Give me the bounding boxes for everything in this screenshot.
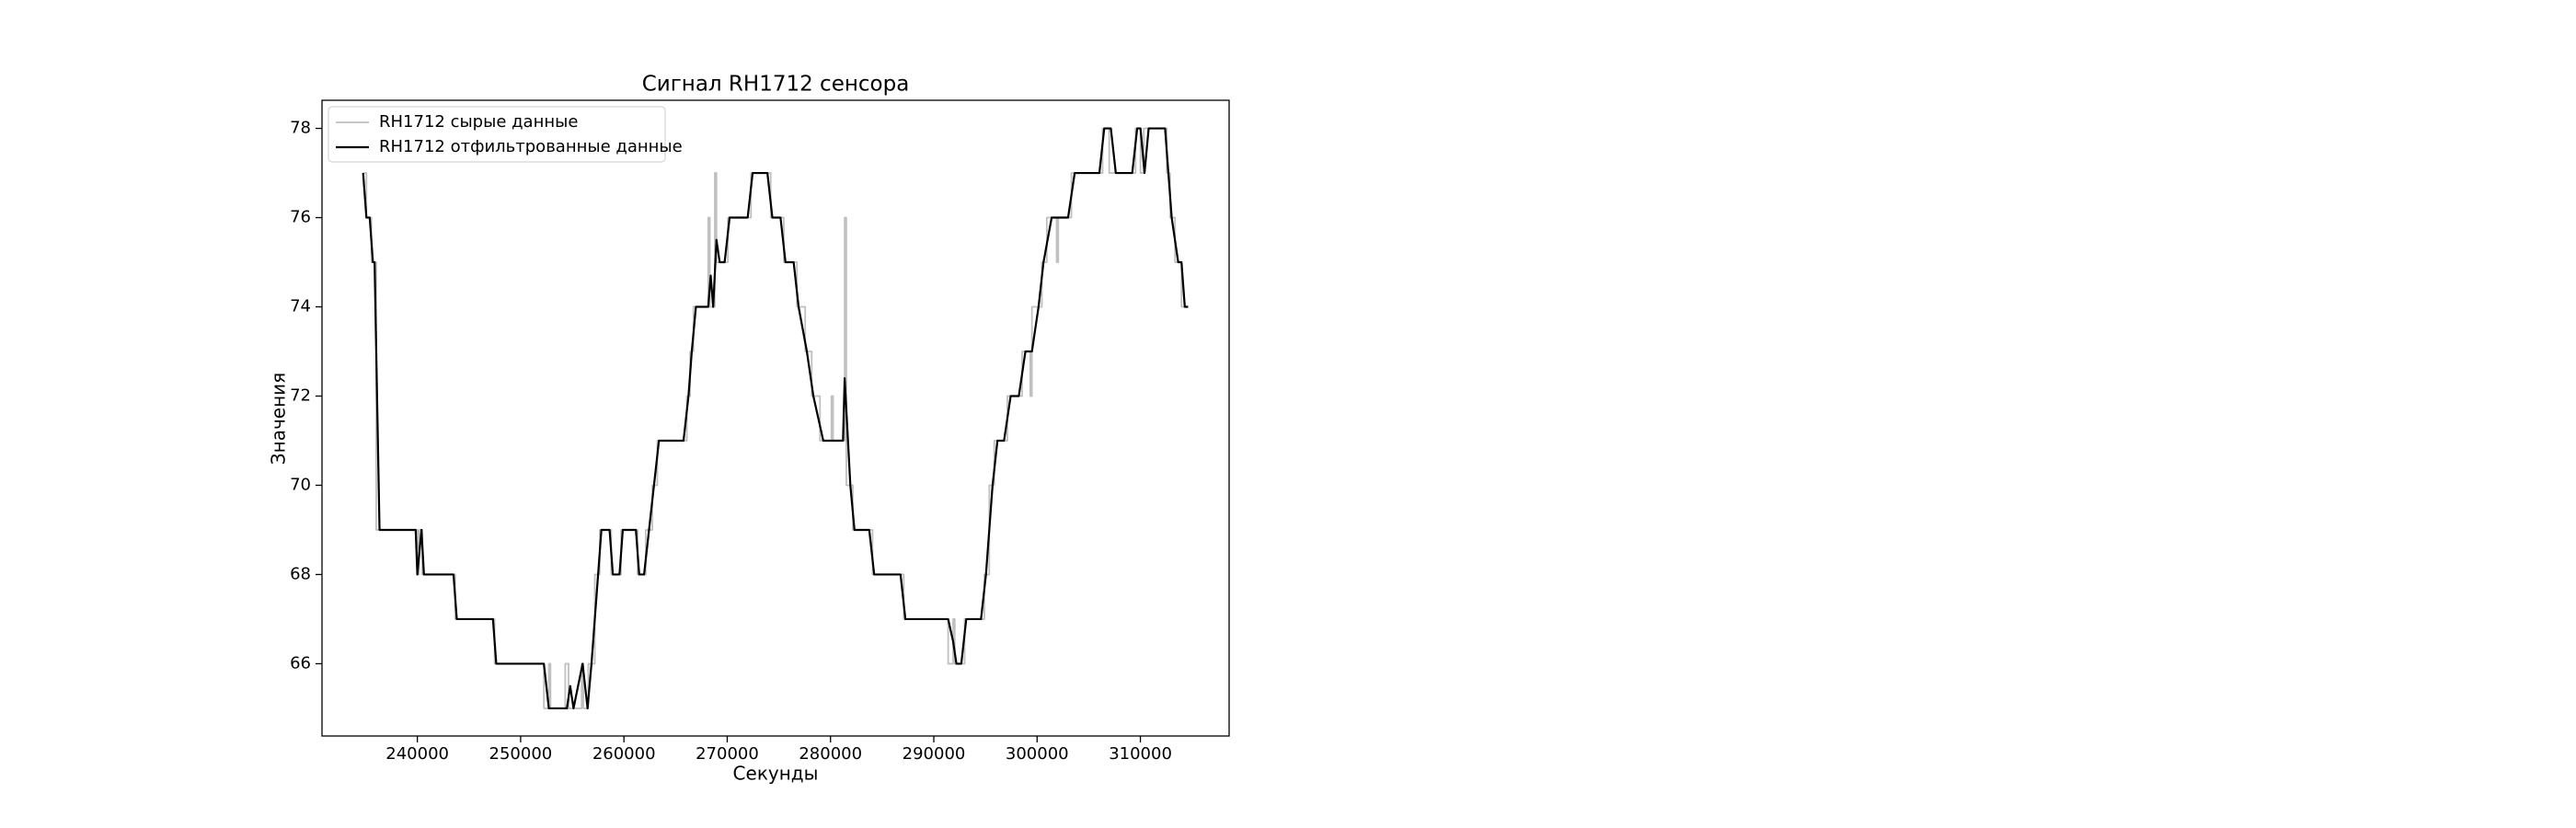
y-tick-label: 78 <box>290 119 311 138</box>
y-tick-label: 70 <box>290 475 311 494</box>
x-axis-label: Секунды <box>733 763 819 785</box>
y-tick-label: 72 <box>290 385 311 405</box>
legend: RH1712 сырые данные RH1712 отфильтрованны… <box>328 106 683 163</box>
data-line <box>362 127 1189 710</box>
plot-frame <box>321 99 1230 737</box>
x-tick-label: 270000 <box>696 744 759 764</box>
y-tick-label: 66 <box>290 653 311 673</box>
y-tick-label: 74 <box>290 297 311 316</box>
legend-box <box>328 106 666 163</box>
chart-title: Сигнал RH1712 сенсора <box>642 73 910 97</box>
y-tick-label: 76 <box>290 208 311 227</box>
data-line <box>362 127 1189 709</box>
x-tick-label: 310000 <box>1109 744 1172 764</box>
x-tick-label: 240000 <box>385 744 449 764</box>
x-tick-label: 300000 <box>1006 744 1069 764</box>
x-tick-label: 280000 <box>799 744 862 764</box>
x-tick-label: 260000 <box>592 744 656 764</box>
legend-label: RH1712 сырые данные <box>379 112 578 132</box>
y-tick-label: 68 <box>290 564 311 583</box>
y-axis-label: Значения <box>268 373 290 465</box>
legend-label: RH1712 отфильтрованные данные <box>379 137 683 156</box>
x-tick-label: 250000 <box>489 744 553 764</box>
x-tick-label: 290000 <box>903 744 966 764</box>
